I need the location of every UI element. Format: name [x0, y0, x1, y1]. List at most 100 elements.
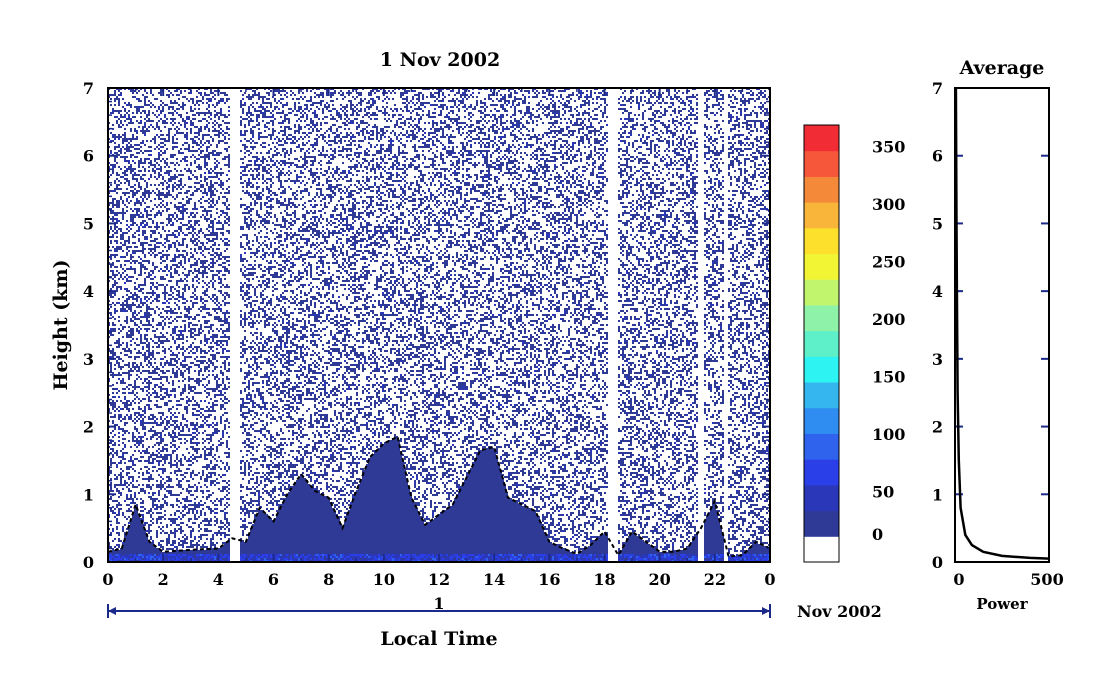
heatmap-cell — [116, 184, 118, 186]
heatmap-cell — [204, 92, 206, 94]
heatmap-cell — [186, 480, 188, 482]
heatmap-cell — [138, 546, 140, 548]
heatmap-cell — [202, 558, 204, 560]
heatmap-cell — [128, 534, 130, 536]
heatmap-cell — [174, 254, 176, 256]
heatmap-cell — [116, 116, 118, 118]
heatmap-cell — [180, 502, 182, 504]
heatmap-cell — [206, 552, 208, 554]
heatmap-cell — [174, 532, 176, 534]
heatmap-cell — [152, 426, 154, 428]
heatmap-cell — [180, 422, 182, 424]
heatmap-cell — [192, 448, 194, 450]
heatmap-cell — [148, 422, 150, 424]
heatmap-cell — [172, 370, 174, 372]
heatmap-cell — [174, 514, 176, 516]
heatmap-cell — [190, 322, 192, 324]
heatmap-cell — [128, 532, 130, 534]
heatmap-cell — [162, 328, 164, 330]
heatmap-cell — [138, 98, 140, 100]
heatmap-cell — [210, 482, 212, 484]
heatmap-cell — [182, 232, 184, 234]
heatmap-cell — [164, 290, 166, 292]
heatmap-cell — [154, 500, 156, 502]
heatmap-cell — [190, 232, 192, 234]
heatmap-cell — [158, 468, 160, 470]
heatmap-cell — [164, 500, 166, 502]
heatmap-cell — [174, 416, 176, 418]
heatmap-cell — [170, 354, 172, 356]
heatmap-cell — [200, 92, 202, 94]
heatmap-cell — [196, 378, 198, 380]
heatmap-cell — [180, 458, 182, 460]
heatmap-cell — [182, 464, 184, 466]
heatmap-cell — [118, 340, 120, 342]
heatmap-cell — [208, 522, 210, 524]
heatmap-cell — [186, 546, 188, 548]
heatmap-cell — [160, 522, 162, 524]
heatmap-cell — [132, 250, 134, 252]
heatmap-cell — [138, 182, 140, 184]
heatmap-cell — [148, 400, 150, 402]
heatmap-cell — [182, 96, 184, 98]
heatmap-cell — [132, 112, 134, 114]
heatmap-cell — [172, 258, 174, 260]
heatmap-cell — [208, 364, 210, 366]
heatmap-cell — [134, 204, 136, 206]
heatmap-cell — [136, 246, 138, 248]
heatmap-cell — [182, 416, 184, 418]
heatmap-cell — [118, 338, 120, 340]
heatmap-cell — [144, 144, 146, 146]
heatmap-cell — [190, 164, 192, 166]
heatmap-cell — [156, 146, 158, 148]
heatmap-cell — [132, 552, 134, 554]
heatmap-cell — [110, 510, 112, 512]
heatmap-cell — [116, 464, 118, 466]
heatmap-cell — [214, 188, 216, 190]
heatmap-cell — [144, 278, 146, 280]
heatmap-cell — [142, 450, 144, 452]
heatmap-cell — [194, 302, 196, 304]
heatmap-cell — [182, 302, 184, 304]
heatmap-cell — [186, 252, 188, 254]
heatmap-cell — [188, 428, 190, 430]
heatmap-cell — [214, 134, 216, 136]
heatmap-cell — [190, 124, 192, 126]
heatmap-cell — [134, 548, 136, 550]
heatmap-cell — [206, 108, 208, 110]
heatmap-cell — [144, 416, 146, 418]
heatmap-cell — [146, 310, 148, 312]
heatmap-cell — [198, 158, 200, 160]
heatmap-cell — [150, 542, 152, 544]
heatmap-cell — [190, 330, 192, 332]
heatmap-cell — [214, 336, 216, 338]
heatmap-cell — [200, 228, 202, 230]
heatmap-cell — [136, 328, 138, 330]
heatmap-cell — [206, 476, 208, 478]
heatmap-cell — [180, 192, 182, 194]
heatmap-cell — [128, 554, 130, 556]
heatmap-cell — [184, 360, 186, 362]
heatmap-cell — [192, 412, 194, 414]
heatmap-cell — [204, 350, 206, 352]
heatmap-cell — [150, 456, 152, 458]
heatmap-cell — [214, 532, 216, 534]
heatmap-cell — [180, 398, 182, 400]
heatmap-cell — [154, 256, 156, 258]
heatmap-cell — [112, 328, 114, 330]
heatmap-cell — [160, 322, 162, 324]
heatmap-cell — [144, 236, 146, 238]
heatmap-cell — [184, 320, 186, 322]
heatmap-cell — [210, 100, 212, 102]
heatmap-cell — [182, 426, 184, 428]
heatmap-cell — [176, 230, 178, 232]
heatmap-cell — [144, 118, 146, 120]
heatmap-cell — [128, 558, 130, 560]
heatmap-cell — [200, 142, 202, 144]
heatmap-cell — [154, 434, 156, 436]
heatmap-cell — [146, 460, 148, 462]
heatmap-cell — [166, 390, 168, 392]
heatmap-cell — [134, 148, 136, 150]
heatmap-cell — [144, 124, 146, 126]
heatmap-cell — [192, 428, 194, 430]
